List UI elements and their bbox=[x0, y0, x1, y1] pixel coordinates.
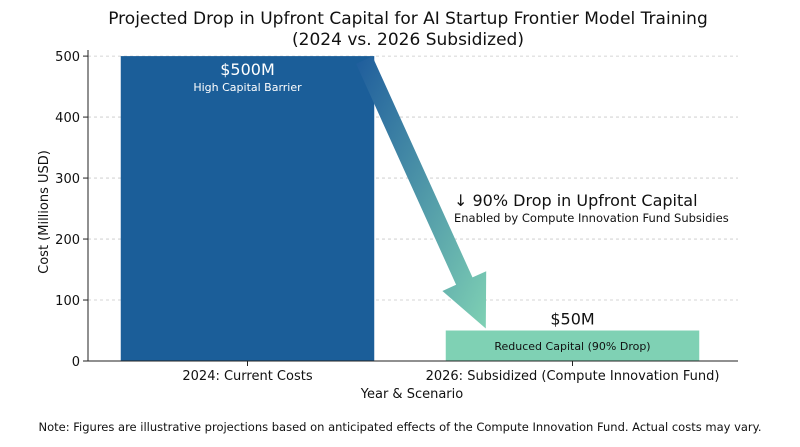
bar-value-label: $500M bbox=[220, 60, 275, 79]
bar-sub-label: High Capital Barrier bbox=[193, 81, 302, 94]
drop-arrow bbox=[356, 56, 487, 329]
chart-title-line2: (2024 vs. 2026 Subsidized) bbox=[292, 30, 524, 50]
footnote: Note: Figures are illustrative projectio… bbox=[39, 420, 762, 434]
y-tick-label: 300 bbox=[55, 172, 80, 187]
bar bbox=[445, 330, 700, 361]
annotation-headline: ↓ 90% Drop in Upfront Capital bbox=[454, 191, 698, 210]
bar bbox=[120, 56, 375, 362]
x-tick-label: 2024: Current Costs bbox=[182, 369, 312, 384]
bar-value-label: $50M bbox=[550, 310, 594, 329]
y-tick-label: 400 bbox=[55, 111, 80, 126]
annotation-subline: Enabled by Compute Innovation Fund Subsi… bbox=[454, 211, 729, 225]
chart-title-line1: Projected Drop in Upfront Capital for AI… bbox=[108, 9, 708, 29]
y-tick-label: 500 bbox=[55, 50, 80, 65]
y-tick-label: 200 bbox=[55, 233, 80, 248]
y-tick-label: 0 bbox=[72, 355, 80, 370]
x-tick-label: 2026: Subsidized (Compute Innovation Fun… bbox=[426, 369, 720, 384]
drop-arrow-shape bbox=[356, 56, 487, 329]
axes: 0 100 200 300 400 500 2024: Current Costs 2026:… bbox=[55, 50, 738, 384]
x-axis-label: Year & Scenario bbox=[360, 387, 463, 402]
y-tick-label: 100 bbox=[55, 294, 80, 309]
bar-labels: $500M High Capital Barrier $50M Reduced Cap… bbox=[193, 60, 650, 353]
y-axis-label: Cost (Millions USD) bbox=[37, 150, 52, 274]
bar-sub-label: Reduced Capital (90% Drop) bbox=[494, 340, 650, 353]
bars bbox=[120, 56, 700, 362]
